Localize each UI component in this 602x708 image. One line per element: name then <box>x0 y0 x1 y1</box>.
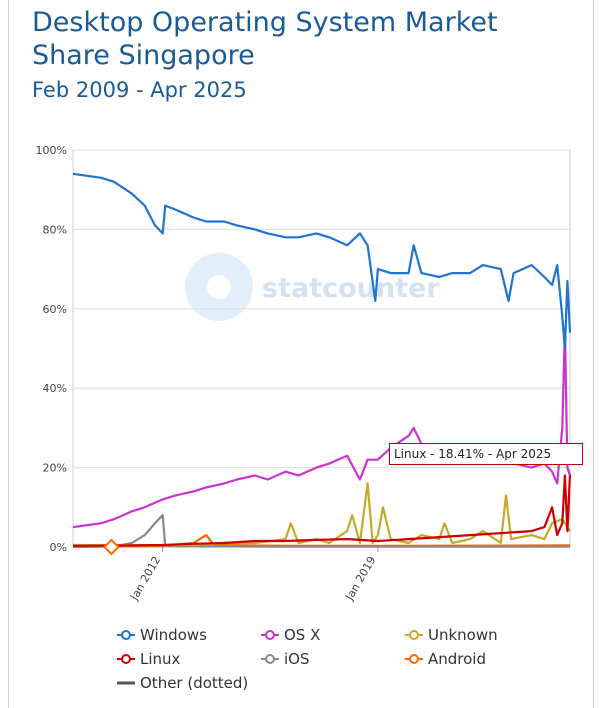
legend-item-unknown[interactable]: Unknown <box>404 625 498 645</box>
chart-subtitle: Feb 2009 - Apr 2025 <box>32 78 247 102</box>
x-tick-label: Jan 2019 <box>342 554 378 603</box>
y-tick-label: 60% <box>43 303 67 316</box>
series-line-unknown <box>72 482 571 547</box>
series-lines <box>72 172 572 549</box>
chart-frame <box>8 0 594 708</box>
watermark-text: statcounter <box>262 273 440 304</box>
data-tooltip: Linux - 18.41% - Apr 2025 <box>389 443 583 465</box>
y-tick-label: 100% <box>36 144 67 157</box>
legend-circle <box>409 654 419 664</box>
legend-circle <box>265 630 275 640</box>
watermark-logo-center <box>207 275 231 299</box>
legend-item-ios[interactable]: iOS <box>260 649 310 669</box>
legend-item-linux[interactable]: Linux <box>116 649 180 669</box>
legend-label: Android <box>428 650 486 668</box>
legend-label: OS X <box>284 626 321 644</box>
legend-marker-icon <box>117 630 135 640</box>
legend-label: Unknown <box>428 626 498 644</box>
x-tick-label: Jan 2012 <box>127 554 163 603</box>
statcounter-watermark: statcounter <box>185 253 440 321</box>
series-line-os-x <box>72 327 572 529</box>
legend-label: Linux <box>140 650 181 668</box>
legend-item-os-x[interactable]: OS X <box>260 625 320 645</box>
y-tick-label: 20% <box>43 462 67 475</box>
legend-circle <box>121 654 131 664</box>
legend-item-android[interactable]: Android <box>404 649 486 669</box>
y-tick-label: 80% <box>43 223 67 236</box>
legend-marker-icon <box>405 654 423 664</box>
legend-circle <box>409 630 419 640</box>
legend-circle <box>121 630 131 640</box>
series-markers <box>103 538 120 556</box>
legend-item-windows[interactable]: Windows <box>116 625 207 645</box>
series-line-windows <box>72 172 572 350</box>
legend-label: iOS <box>284 650 310 668</box>
series-line-linux <box>72 473 572 547</box>
legend-label: Windows <box>140 626 207 644</box>
legend-marker-icon <box>405 630 423 640</box>
series-line-ios <box>72 514 570 549</box>
legend-marker-icon <box>261 654 279 664</box>
legend-marker-icon <box>117 681 135 685</box>
legend-item-other-dotted[interactable]: Other (dotted) <box>116 673 248 693</box>
series-marker-android <box>103 538 120 556</box>
y-tick-label: 40% <box>43 382 67 395</box>
legend-marker-icon <box>261 630 279 640</box>
legend-marker-icon <box>117 654 135 664</box>
chart-title: Desktop Operating System Market Share Si… <box>32 7 498 71</box>
y-tick-label: 0% <box>50 541 67 554</box>
legend-label: Other (dotted) <box>140 674 249 692</box>
legend-circle <box>265 654 275 664</box>
